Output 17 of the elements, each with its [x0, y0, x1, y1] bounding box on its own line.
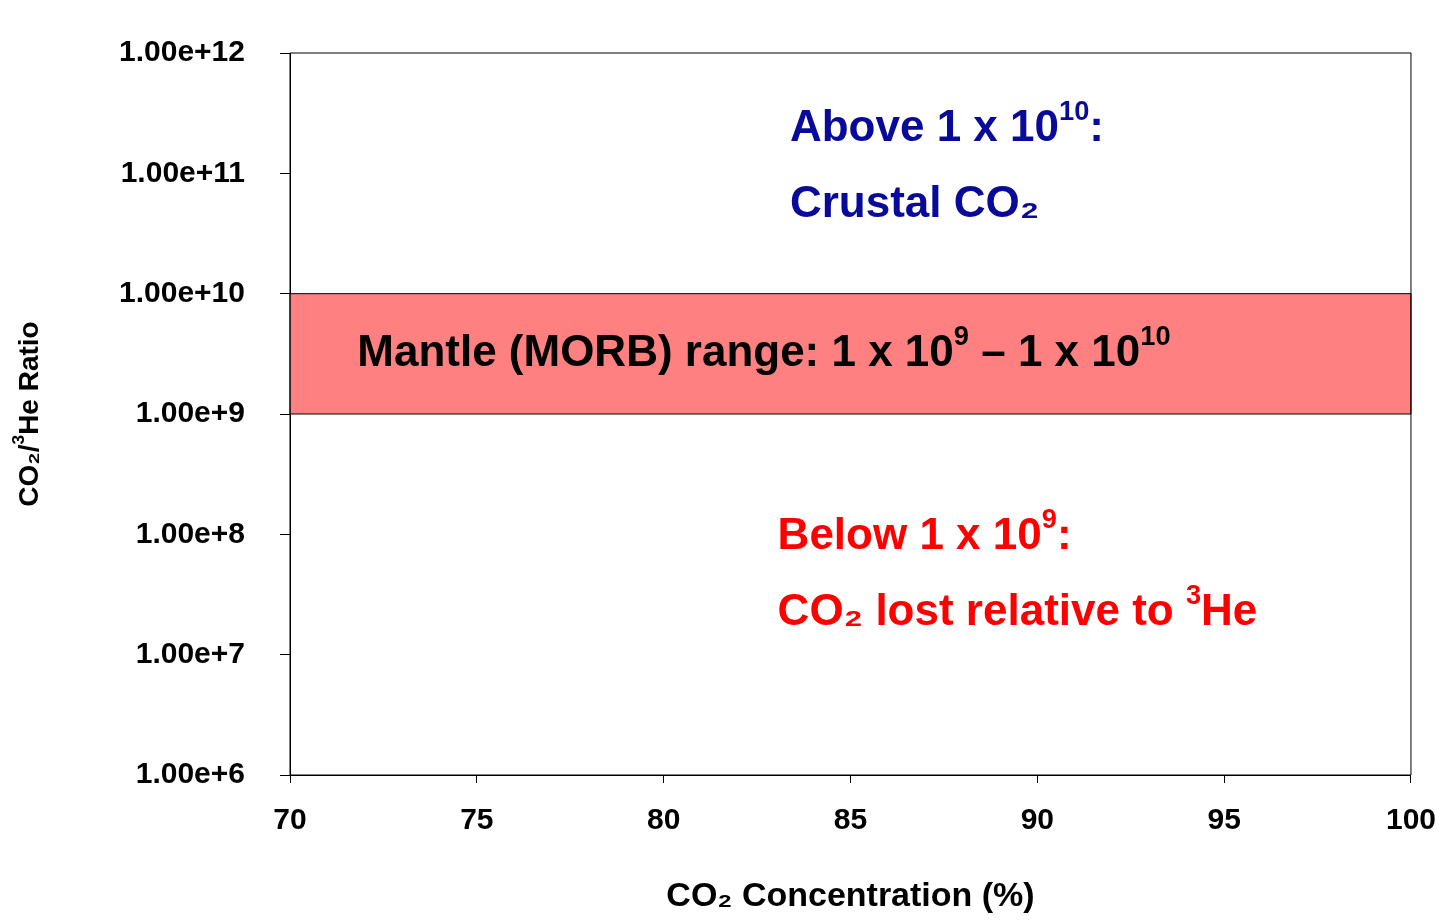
annotation: Crustal CO₂ — [789, 176, 1040, 226]
y-tick-label: 1.00e+7 — [135, 635, 245, 669]
y-tick-label: 1.00e+12 — [119, 34, 245, 68]
x-tick-label: 100 — [1385, 802, 1436, 836]
x-tick-label: 70 — [273, 802, 307, 836]
x-tick-label: 90 — [1020, 802, 1054, 836]
x-axis-title: CO₂ Concentration (%) — [666, 875, 1035, 914]
x-tick-label: 75 — [460, 802, 494, 836]
y-tick-label: 1.00e+8 — [135, 515, 245, 549]
x-tick-label: 95 — [1207, 802, 1241, 836]
y-tick-label: 1.00e+9 — [135, 395, 245, 429]
x-tick-label: 80 — [646, 802, 681, 836]
y-axis-title: CO₂/3He Ratio — [8, 321, 44, 507]
y-tick-label: 1.00e+10 — [119, 274, 245, 308]
y-tick-label: 1.00e+6 — [135, 756, 245, 790]
x-tick-label: 85 — [833, 802, 868, 836]
y-tick-label: 1.00e+11 — [120, 154, 245, 188]
